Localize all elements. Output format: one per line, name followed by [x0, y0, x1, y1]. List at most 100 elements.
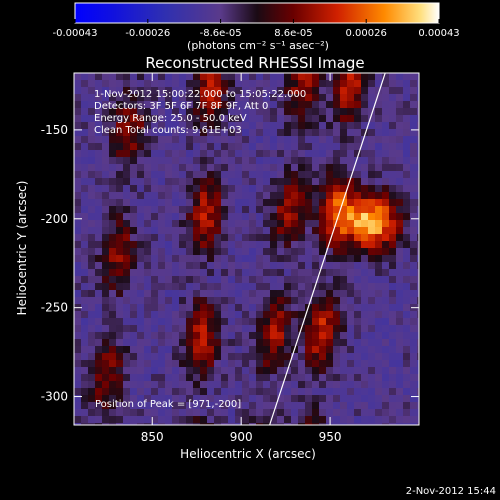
- heatmap-cell: [235, 255, 242, 262]
- heatmap-cell: [179, 332, 186, 339]
- heatmap-cell: [361, 353, 368, 360]
- heatmap-cell: [200, 178, 207, 185]
- heatmap-cell: [172, 423, 179, 425]
- heatmap-cell: [242, 227, 249, 234]
- heatmap-cell: [319, 332, 326, 339]
- heatmap-cell: [214, 255, 221, 262]
- heatmap-cell: [95, 87, 102, 94]
- heatmap-cell: [298, 115, 305, 122]
- plot-frame: [73, 72, 420, 426]
- heatmap-cell: [207, 129, 214, 136]
- heatmap-cell: [74, 241, 81, 248]
- heatmap-cell: [263, 199, 270, 206]
- heatmap-cell: [354, 143, 361, 150]
- heatmap-cell: [410, 185, 417, 192]
- heatmap-cell: [109, 213, 116, 220]
- heatmap-cell: [277, 129, 284, 136]
- heatmap-cell: [333, 262, 340, 269]
- heatmap-cell: [151, 290, 158, 297]
- heatmap-cell: [214, 290, 221, 297]
- heatmap-cell: [95, 395, 102, 402]
- heatmap-cell: [333, 255, 340, 262]
- heatmap-cell: [291, 318, 298, 325]
- heatmap-cell: [242, 297, 249, 304]
- heatmap-cell: [144, 192, 151, 199]
- heatmap-cell: [417, 325, 419, 332]
- heatmap-cell: [137, 150, 144, 157]
- heatmap-cell: [326, 311, 333, 318]
- heatmap-cell: [333, 325, 340, 332]
- heatmap-cell: [368, 339, 375, 346]
- heatmap-cell: [291, 262, 298, 269]
- heatmap-cell: [368, 143, 375, 150]
- heatmap-cell: [109, 157, 116, 164]
- heatmap-cell: [277, 325, 284, 332]
- heatmap-cell: [312, 136, 319, 143]
- heatmap-cell: [193, 297, 200, 304]
- heatmap-cell: [263, 122, 270, 129]
- heatmap-cell: [340, 423, 347, 425]
- heatmap-cell: [165, 402, 172, 409]
- heatmap-cell: [389, 157, 396, 164]
- heatmap-cell: [319, 325, 326, 332]
- heatmap-cell: [95, 318, 102, 325]
- heatmap-cell: [228, 409, 235, 416]
- heatmap-cell: [158, 255, 165, 262]
- heatmap-cell: [354, 108, 361, 115]
- heatmap-cell: [417, 220, 419, 227]
- heatmap-cell: [277, 311, 284, 318]
- heatmap-cell: [375, 122, 382, 129]
- heatmap-cell: [340, 388, 347, 395]
- heatmap-cell: [396, 311, 403, 318]
- heatmap-cell: [214, 80, 221, 87]
- heatmap-cell: [382, 206, 389, 213]
- heatmap-cell: [95, 416, 102, 423]
- heatmap-cell: [340, 283, 347, 290]
- heatmap-cell: [333, 80, 340, 87]
- heatmap-cell: [305, 234, 312, 241]
- heatmap-cell: [116, 276, 123, 283]
- heatmap-cell: [389, 325, 396, 332]
- heatmap-cell: [151, 157, 158, 164]
- heatmap-cell: [270, 416, 277, 423]
- heatmap-cell: [179, 206, 186, 213]
- heatmap-cell: [312, 185, 319, 192]
- heatmap-cell: [382, 220, 389, 227]
- heatmap-cell: [123, 346, 130, 353]
- heatmap-cell: [214, 283, 221, 290]
- heatmap-cell: [382, 353, 389, 360]
- heatmap-cell: [214, 150, 221, 157]
- heatmap-cell: [81, 94, 88, 101]
- heatmap-cell: [326, 381, 333, 388]
- heatmap-cell: [179, 374, 186, 381]
- heatmap-cell: [207, 101, 214, 108]
- heatmap-cell: [179, 367, 186, 374]
- heatmap-cell: [137, 178, 144, 185]
- heatmap-cell: [368, 192, 375, 199]
- heatmap-cell: [179, 129, 186, 136]
- heatmap-cell: [172, 409, 179, 416]
- heatmap-cell: [88, 122, 95, 129]
- heatmap-cell: [74, 290, 81, 297]
- heatmap-cell: [116, 206, 123, 213]
- heatmap-cell: [74, 248, 81, 255]
- heatmap-cell: [214, 353, 221, 360]
- heatmap-cell: [228, 339, 235, 346]
- heatmap-cell: [144, 360, 151, 367]
- heatmap-cell: [200, 87, 207, 94]
- heatmap-cell: [326, 395, 333, 402]
- heatmap-cell: [228, 416, 235, 423]
- heatmap-cell: [403, 290, 410, 297]
- heatmap-cell: [186, 164, 193, 171]
- heatmap-cell: [214, 73, 221, 80]
- heatmap-cell: [165, 213, 172, 220]
- heatmap-cell: [123, 283, 130, 290]
- heatmap-cell: [382, 178, 389, 185]
- heatmap-cell: [172, 360, 179, 367]
- heatmap-cell: [137, 353, 144, 360]
- heatmap-cell: [186, 220, 193, 227]
- heatmap-cell: [81, 325, 88, 332]
- heatmap-cell: [109, 220, 116, 227]
- heatmap-cell: [242, 122, 249, 129]
- heatmap-cell: [186, 283, 193, 290]
